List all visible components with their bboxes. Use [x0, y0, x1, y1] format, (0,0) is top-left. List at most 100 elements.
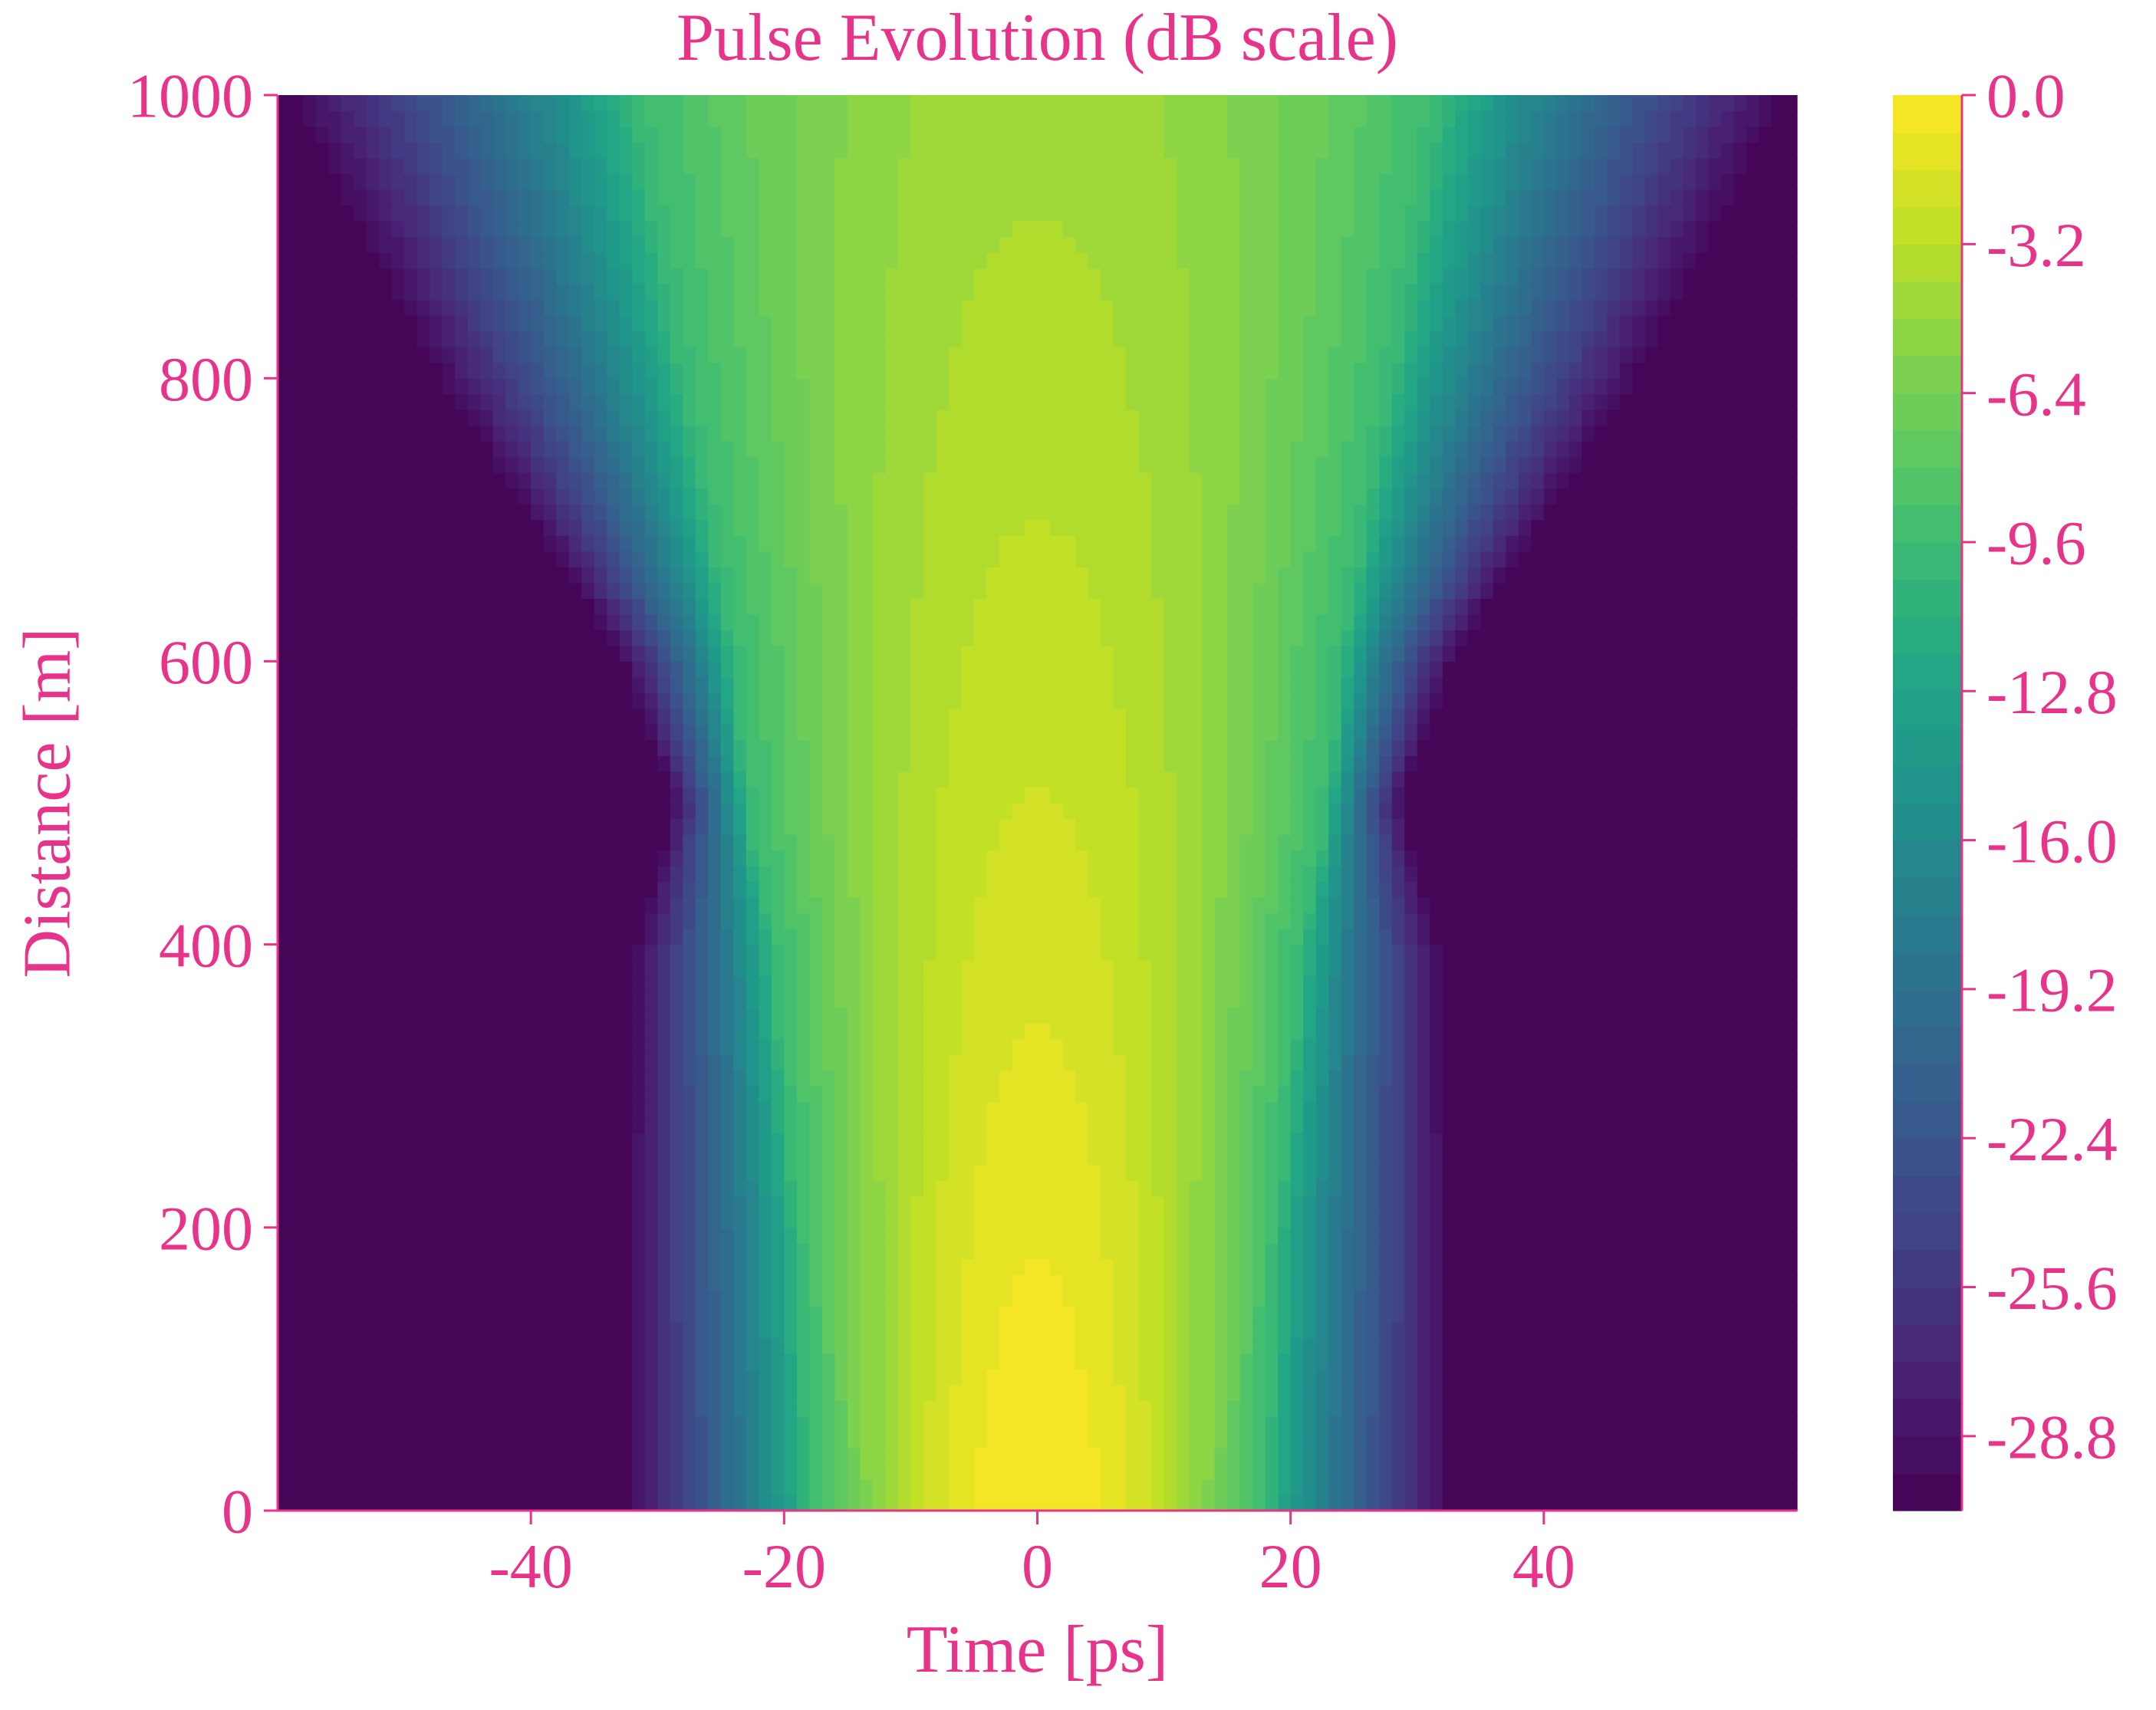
heatmap-cell	[1733, 1227, 1747, 1244]
heatmap-cell	[1582, 1353, 1595, 1370]
heatmap-cell	[1784, 1463, 1798, 1480]
heatmap-cell	[1354, 1353, 1368, 1370]
heatmap-cell	[581, 1337, 595, 1354]
heatmap-cell	[1075, 944, 1089, 961]
heatmap-cell	[619, 897, 633, 914]
heatmap-cell	[531, 1290, 545, 1307]
heatmap-cell	[860, 1243, 874, 1260]
heatmap-cell	[1506, 1212, 1519, 1228]
heatmap-cell	[923, 1101, 937, 1118]
heatmap-cell	[1582, 913, 1595, 929]
heatmap-cell	[354, 1086, 367, 1103]
heatmap-cell	[1214, 1086, 1228, 1103]
heatmap-cell	[354, 1243, 367, 1260]
heatmap-cell	[1126, 1195, 1140, 1212]
heatmap-cell	[1202, 850, 1216, 867]
heatmap-cell	[784, 1023, 798, 1040]
heatmap-cell	[1239, 1478, 1253, 1496]
heatmap-cell	[1303, 1290, 1317, 1307]
heatmap-cell	[1518, 1495, 1532, 1511]
heatmap-cell	[366, 1495, 380, 1511]
heatmap-cell	[1315, 1353, 1329, 1370]
heatmap-cell	[1607, 866, 1621, 883]
heatmap-cell	[1467, 1070, 1481, 1087]
heatmap-cell	[290, 960, 304, 977]
heatmap-cell	[416, 1007, 430, 1024]
heatmap-cell	[1138, 1384, 1152, 1402]
heatmap-cell	[1341, 1007, 1354, 1024]
heatmap-cell	[1506, 1400, 1519, 1417]
heatmap-cell	[1759, 944, 1773, 961]
heatmap-cell	[1062, 1038, 1076, 1055]
heatmap-cell	[1619, 1195, 1633, 1212]
heatmap-cell	[1278, 1306, 1292, 1323]
heatmap-cell	[1759, 1447, 1773, 1465]
heatmap-cell	[657, 1478, 671, 1496]
heatmap-cell	[1771, 1023, 1786, 1040]
heatmap-cell	[543, 1101, 557, 1118]
heatmap-cell	[1315, 881, 1329, 898]
heatmap-cell	[1012, 1384, 1025, 1402]
heatmap-cell	[278, 1086, 291, 1103]
heatmap-cell	[556, 1133, 570, 1149]
heatmap-cell	[1113, 1023, 1127, 1040]
heatmap-cell	[328, 1384, 342, 1402]
heatmap-cell	[1720, 1400, 1735, 1417]
heatmap-cell	[1695, 1086, 1710, 1103]
heatmap-cell	[796, 1070, 810, 1087]
heatmap-cell	[1493, 960, 1506, 977]
heatmap-cell	[746, 991, 759, 1008]
heatmap-cell	[1164, 1463, 1177, 1480]
heatmap-cell	[1379, 1149, 1393, 1166]
heatmap-cell	[759, 1023, 772, 1040]
heatmap-cell	[986, 1101, 1000, 1118]
heatmap-cell	[986, 1384, 1000, 1402]
heatmap-cell	[404, 1117, 418, 1134]
heatmap-cell	[467, 1432, 481, 1449]
heatmap-cell	[644, 1495, 658, 1511]
heatmap-cell	[1214, 1227, 1228, 1244]
heatmap-cell	[1594, 991, 1608, 1008]
heatmap-cell	[683, 1243, 696, 1260]
heatmap-cell	[1746, 1416, 1760, 1433]
heatmap-cell	[1189, 1416, 1203, 1433]
heatmap-cell	[1759, 1117, 1773, 1134]
heatmap-cell	[695, 913, 709, 929]
heatmap-cell	[1644, 1101, 1659, 1118]
heatmap-cell	[746, 897, 759, 914]
heatmap-cell	[1278, 1212, 1292, 1228]
heatmap-cell	[1619, 944, 1633, 961]
heatmap-cell	[1138, 1070, 1152, 1087]
heatmap-cell	[1037, 1369, 1051, 1386]
heatmap-cell	[771, 913, 785, 929]
heatmap-cell	[809, 1038, 823, 1055]
heatmap-cell	[1062, 1495, 1076, 1511]
heatmap-cell	[1784, 1321, 1798, 1338]
heatmap-cell	[708, 1180, 722, 1197]
heatmap-cell	[416, 1212, 430, 1228]
heatmap-cell	[1075, 1195, 1089, 1212]
heatmap-cell	[973, 1070, 988, 1087]
heatmap-cell	[303, 1101, 317, 1118]
heatmap-cell	[379, 1243, 393, 1260]
heatmap-cell	[455, 975, 469, 992]
heatmap-cell	[948, 866, 963, 883]
heatmap-cell	[1341, 1369, 1354, 1386]
heatmap-cell	[1341, 1070, 1354, 1087]
heatmap-cell	[1543, 1369, 1557, 1386]
heatmap-cell	[619, 1243, 633, 1260]
heatmap-cell	[1531, 1258, 1545, 1275]
heatmap-cell	[1075, 1463, 1089, 1480]
heatmap-cell	[1126, 1164, 1140, 1181]
heatmap-cell	[809, 960, 823, 977]
heatmap-cell	[1619, 1478, 1633, 1496]
heatmap-cell	[1151, 1149, 1165, 1166]
heatmap-cell	[796, 1086, 810, 1103]
heatmap-cell	[784, 897, 798, 914]
heatmap-cell	[1050, 1463, 1064, 1480]
heatmap-cell	[619, 1290, 633, 1307]
heatmap-cell	[1214, 850, 1228, 867]
heatmap-cell	[543, 1180, 557, 1197]
heatmap-cell	[999, 991, 1013, 1008]
heatmap-cell	[1657, 1117, 1671, 1134]
